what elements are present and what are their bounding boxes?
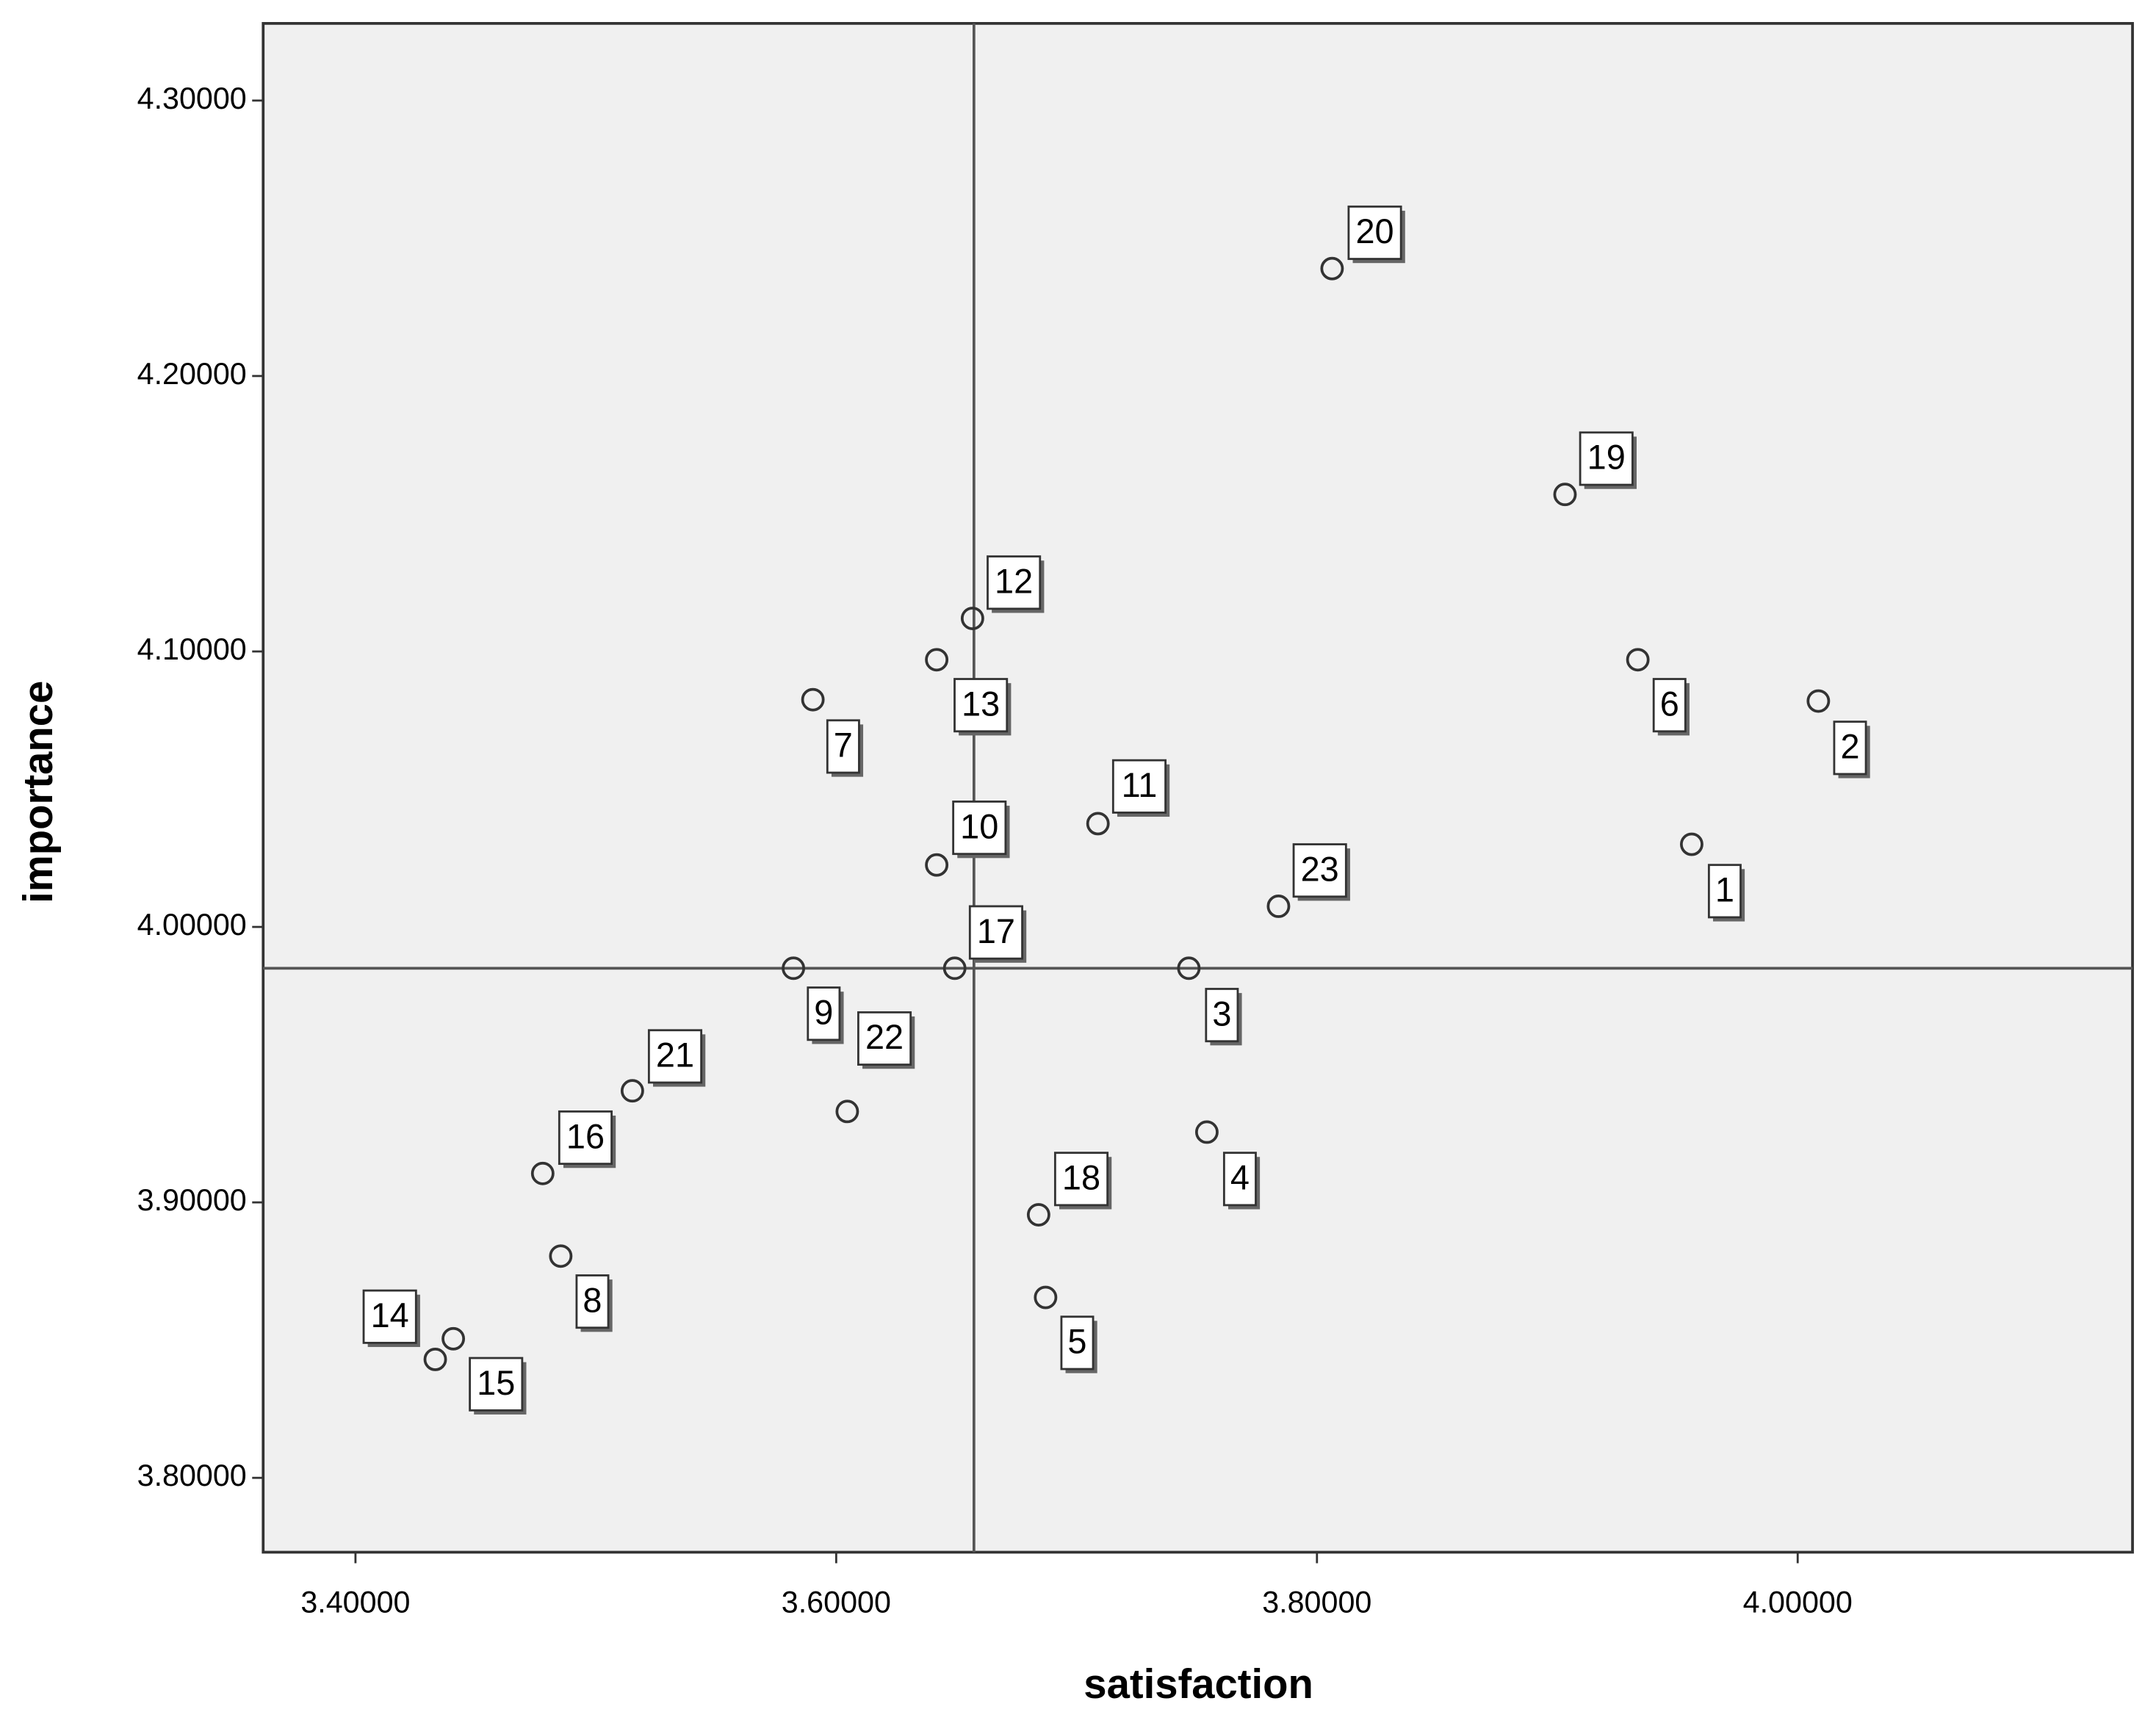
point-label: 12 bbox=[995, 563, 1033, 601]
label-box bbox=[362, 1289, 417, 1344]
point-label: 6 bbox=[1660, 684, 1679, 723]
label-box bbox=[953, 678, 1009, 733]
point bbox=[423, 1347, 447, 1371]
y-tick-label: 4.30000 bbox=[137, 82, 247, 115]
point-label: 15 bbox=[477, 1364, 515, 1402]
point-label: 23 bbox=[1301, 850, 1339, 888]
point bbox=[942, 956, 967, 980]
point-label: 9 bbox=[814, 993, 833, 1031]
point bbox=[441, 1326, 466, 1351]
label-box bbox=[952, 801, 1007, 856]
point bbox=[782, 956, 806, 980]
point bbox=[1553, 483, 1577, 507]
point-label: 22 bbox=[865, 1018, 904, 1056]
point-label: 4 bbox=[1230, 1159, 1250, 1197]
y-tick-label: 4.10000 bbox=[137, 632, 247, 666]
label-box bbox=[1111, 759, 1167, 814]
y-axis-title: importance bbox=[15, 681, 61, 903]
point-label: 11 bbox=[1122, 766, 1158, 804]
x-tick-label: 3.60000 bbox=[782, 1586, 891, 1619]
point bbox=[1806, 689, 1831, 713]
point bbox=[835, 1099, 859, 1124]
label-box bbox=[647, 1029, 703, 1084]
point bbox=[1177, 956, 1201, 980]
point-label: 17 bbox=[977, 912, 1015, 950]
label-box bbox=[575, 1274, 610, 1329]
label-box bbox=[857, 1011, 912, 1066]
point bbox=[1034, 1285, 1058, 1310]
y-tick-label: 3.90000 bbox=[137, 1183, 247, 1217]
point bbox=[1086, 812, 1110, 836]
point bbox=[925, 853, 949, 877]
point-label: 14 bbox=[371, 1296, 409, 1334]
point bbox=[960, 607, 984, 630]
point-label: 10 bbox=[960, 807, 998, 845]
point-label: 5 bbox=[1067, 1323, 1086, 1361]
label-box bbox=[558, 1110, 613, 1166]
label-box bbox=[469, 1357, 524, 1412]
label-box bbox=[1347, 205, 1402, 260]
point-label: 13 bbox=[962, 684, 1000, 723]
point bbox=[530, 1161, 555, 1185]
point-label: 19 bbox=[1587, 438, 1626, 477]
label-box bbox=[1707, 864, 1742, 919]
point-label: 18 bbox=[1062, 1159, 1100, 1197]
point bbox=[1194, 1120, 1219, 1144]
label-box bbox=[1205, 988, 1239, 1043]
label-box bbox=[1833, 720, 1867, 776]
label-box bbox=[1060, 1315, 1095, 1370]
label-box bbox=[1292, 843, 1347, 898]
x-tick-label: 3.40000 bbox=[300, 1586, 410, 1619]
point-label: 1 bbox=[1715, 871, 1734, 909]
label-box bbox=[968, 905, 1023, 960]
point-label: 7 bbox=[834, 726, 853, 765]
label-box bbox=[826, 719, 860, 774]
point-label: 16 bbox=[566, 1117, 605, 1155]
label-box bbox=[1222, 1152, 1257, 1207]
point bbox=[620, 1079, 644, 1103]
point bbox=[1026, 1203, 1050, 1227]
y-tick-label: 3.80000 bbox=[137, 1459, 247, 1492]
point-label: 2 bbox=[1840, 728, 1859, 766]
label-box bbox=[987, 555, 1042, 610]
label-box bbox=[807, 986, 841, 1041]
point-label: 3 bbox=[1212, 994, 1231, 1033]
x-axis-title: satisfaction bbox=[1084, 1661, 1313, 1707]
y-tick-label: 4.20000 bbox=[137, 357, 247, 391]
point-label: 8 bbox=[583, 1281, 602, 1319]
x-tick-label: 4.00000 bbox=[1743, 1586, 1853, 1619]
point bbox=[1679, 832, 1703, 856]
point-label: 21 bbox=[656, 1036, 694, 1074]
x-tick-label: 3.80000 bbox=[1262, 1586, 1371, 1619]
point bbox=[1626, 648, 1650, 672]
point bbox=[1266, 895, 1291, 918]
point bbox=[801, 687, 825, 712]
label-box bbox=[1579, 431, 1634, 486]
point bbox=[1320, 256, 1344, 281]
plot-area bbox=[262, 22, 2134, 1554]
y-tick-label: 4.00000 bbox=[137, 908, 247, 942]
label-box bbox=[1053, 1152, 1109, 1207]
label-box bbox=[1652, 678, 1687, 733]
point bbox=[925, 648, 949, 672]
point bbox=[549, 1244, 573, 1268]
point-label: 20 bbox=[1355, 212, 1394, 250]
